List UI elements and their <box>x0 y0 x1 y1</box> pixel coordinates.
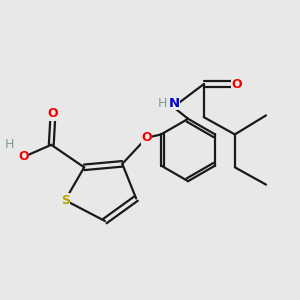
Text: O: O <box>231 78 242 91</box>
Text: H: H <box>158 97 167 110</box>
Text: H: H <box>5 138 14 151</box>
Text: O: O <box>18 150 29 164</box>
Text: N: N <box>169 97 180 110</box>
Text: O: O <box>48 107 58 120</box>
Text: O: O <box>141 131 152 144</box>
Text: S: S <box>61 194 70 207</box>
